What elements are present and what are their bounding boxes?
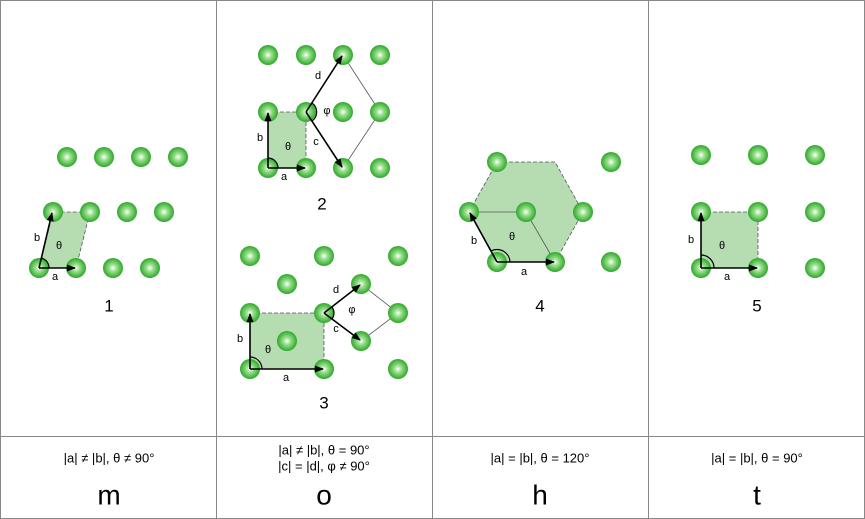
vectors	[38, 55, 758, 373]
atom	[601, 152, 621, 172]
atom	[94, 147, 114, 167]
condition: |a| ≠ |b|, θ = 90°	[278, 442, 369, 457]
label: θ	[56, 240, 62, 252]
label: b	[471, 235, 477, 247]
label: c	[313, 136, 319, 148]
atom	[805, 258, 825, 278]
atom	[487, 152, 507, 172]
label: θ	[509, 231, 515, 243]
atom	[314, 359, 334, 379]
label: a	[521, 266, 528, 278]
label: a	[724, 271, 731, 283]
atom	[388, 359, 408, 379]
atom	[57, 147, 77, 167]
atom	[277, 274, 297, 294]
atom	[805, 145, 825, 165]
atom	[351, 274, 371, 294]
label: a	[52, 271, 59, 283]
diagram-number: 4	[535, 296, 544, 315]
label: d	[333, 284, 339, 296]
label: θ	[265, 344, 271, 356]
symbol: t	[753, 479, 761, 510]
atom	[296, 158, 316, 178]
label: θ	[719, 240, 725, 252]
label: b	[34, 232, 40, 244]
atom	[258, 45, 278, 65]
label: φ	[348, 304, 355, 316]
symbol: h	[532, 479, 548, 510]
atom	[459, 202, 479, 222]
atom	[154, 202, 174, 222]
diagram-number: 3	[319, 393, 328, 412]
atom	[333, 102, 353, 122]
atom	[370, 45, 390, 65]
atom	[545, 252, 565, 272]
diagram-number: 2	[317, 194, 326, 213]
atom	[388, 246, 408, 266]
atom	[370, 102, 390, 122]
conditions: |a| ≠ |b|, θ ≠ 90° |a| ≠ |b|, θ = 90° |c…	[64, 442, 803, 510]
label: θ	[285, 141, 291, 153]
symbol: m	[97, 479, 120, 510]
atom	[314, 246, 334, 266]
atoms	[29, 45, 825, 379]
symbol: o	[316, 479, 332, 510]
atom	[240, 246, 260, 266]
label: a	[281, 171, 288, 183]
atom	[573, 202, 593, 222]
atom	[66, 258, 86, 278]
atom	[691, 145, 711, 165]
atom	[296, 45, 316, 65]
condition: |c| = |d|, φ ≠ 90°	[278, 458, 370, 473]
atom	[131, 147, 151, 167]
atom	[748, 258, 768, 278]
atom	[370, 158, 390, 178]
atom	[516, 202, 536, 222]
diagram-number: 1	[104, 296, 113, 315]
atom	[277, 331, 297, 351]
atom	[140, 258, 160, 278]
atom	[168, 147, 188, 167]
atom	[601, 252, 621, 272]
atom	[748, 145, 768, 165]
condition: |a| ≠ |b|, θ ≠ 90°	[64, 450, 155, 465]
atom	[805, 202, 825, 222]
atom	[351, 331, 371, 351]
atom	[333, 45, 353, 65]
label: b	[237, 333, 243, 345]
label: b	[688, 234, 694, 246]
atom	[80, 202, 100, 222]
vector-labels: a b θ a b θ c d φ a b θ c d φ a b θ a b …	[34, 70, 731, 384]
diagram-number: 5	[752, 296, 761, 315]
atom	[117, 202, 137, 222]
atom	[333, 158, 353, 178]
condition: |a| = |b|, θ = 120°	[491, 450, 590, 465]
numbers: 1 2 3 4 5	[104, 194, 761, 412]
condition: |a| = |b|, θ = 90°	[711, 450, 803, 465]
label: c	[333, 323, 339, 335]
atom	[43, 202, 63, 222]
label: b	[257, 132, 263, 144]
label: φ	[323, 105, 330, 117]
label: d	[315, 70, 321, 82]
atom	[388, 303, 408, 323]
atom	[103, 258, 123, 278]
label: a	[283, 372, 290, 384]
atom	[748, 202, 768, 222]
